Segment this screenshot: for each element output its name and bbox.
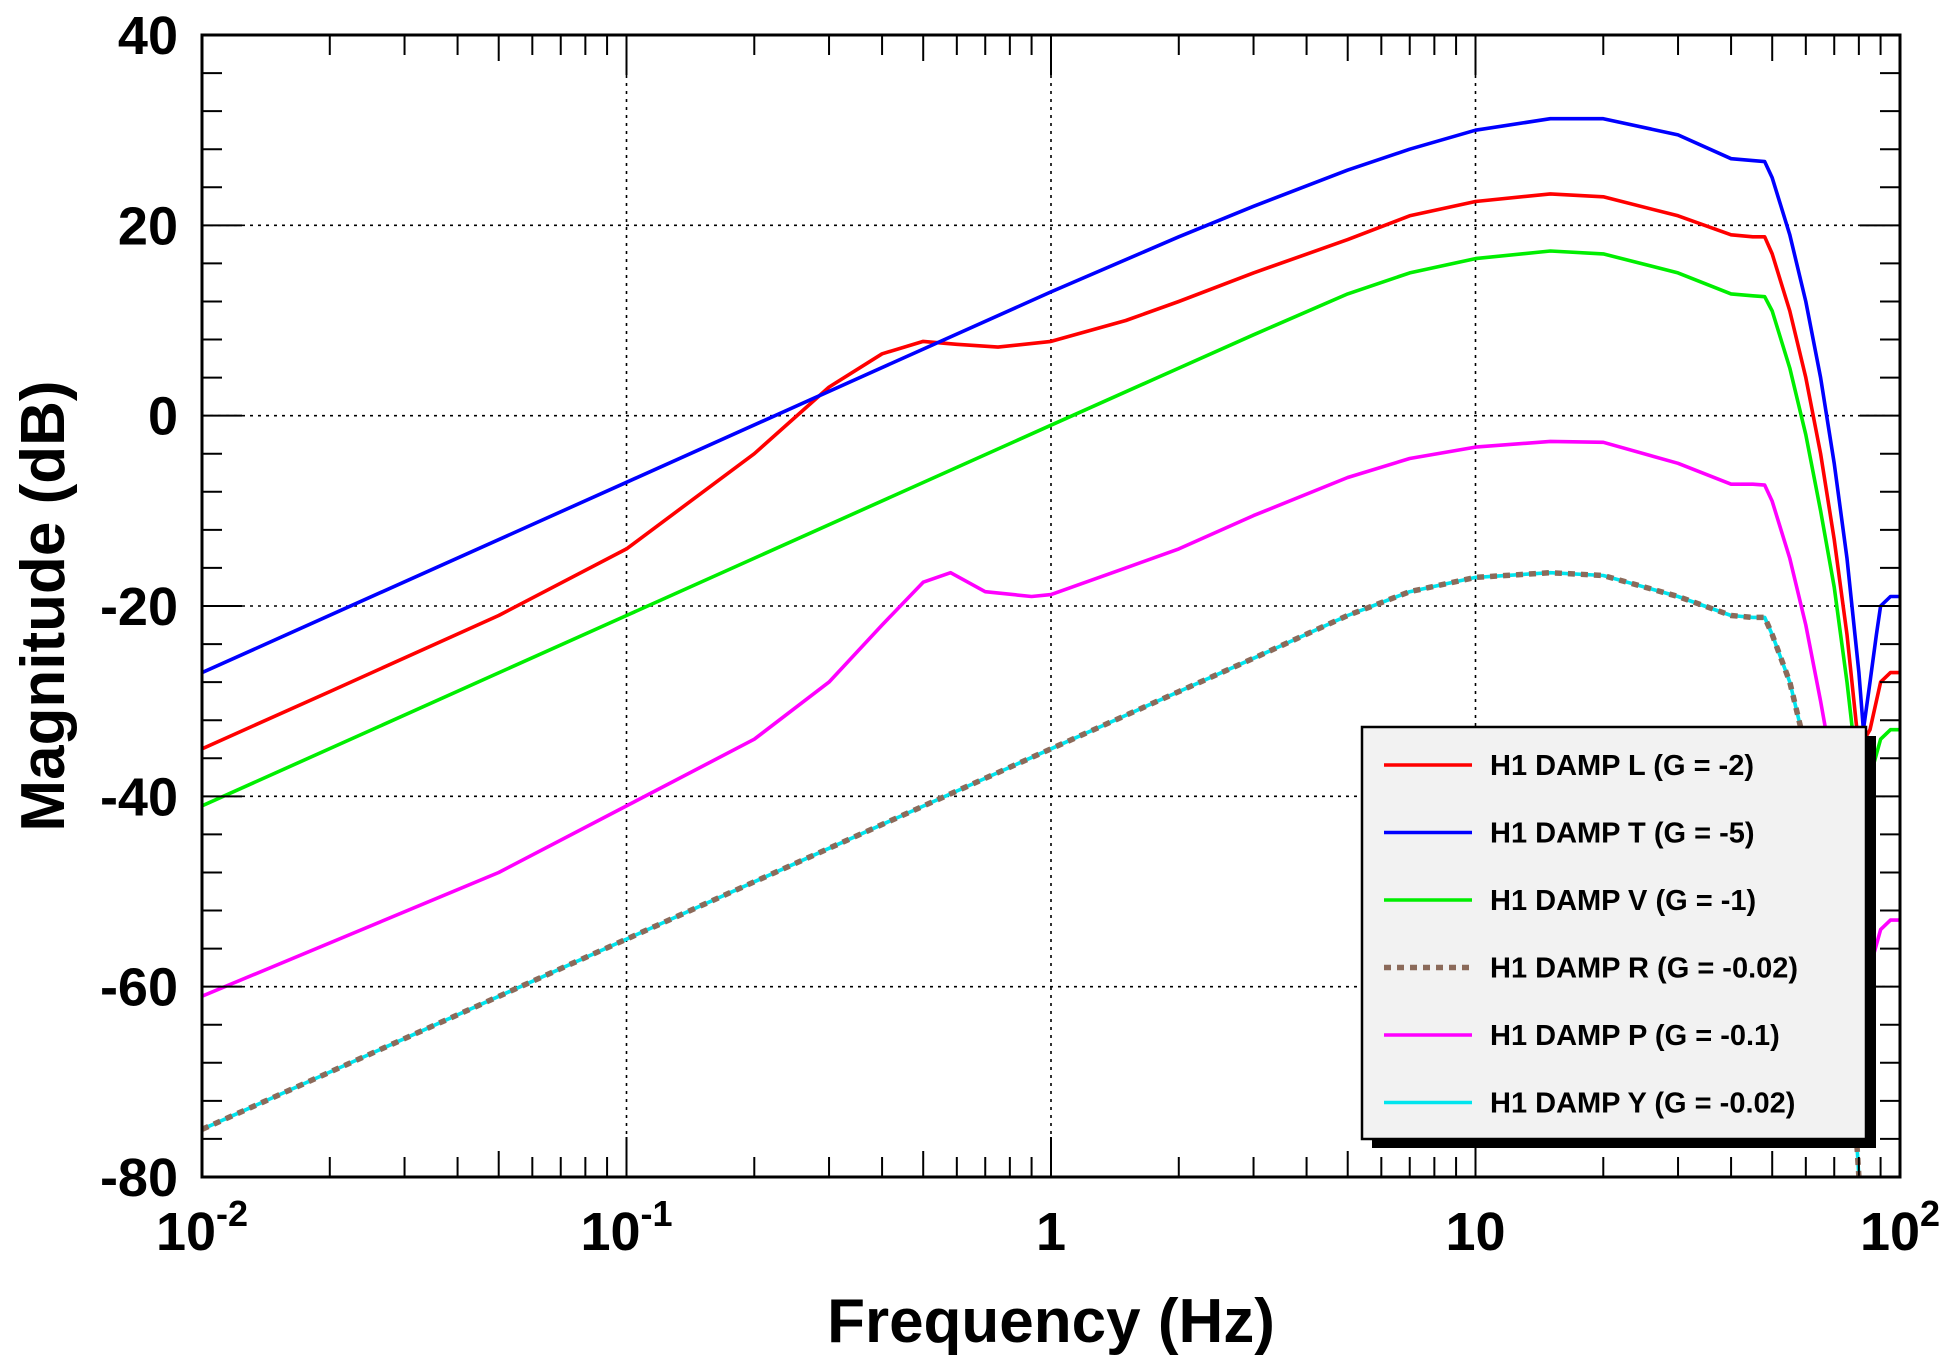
legend-label: H1 DAMP T (G = -5) — [1490, 818, 1755, 850]
series-line — [202, 192, 1900, 751]
x-tick-exponent: -1 — [641, 1193, 673, 1234]
x-tick-label: 1 — [1036, 1202, 1066, 1262]
axis-ticks — [201, 34, 1901, 1178]
legend-label: H1 DAMP Y (G = -0.02) — [1490, 1088, 1795, 1120]
x-tick-exponent: 2 — [1920, 1193, 1940, 1234]
y-tick-label: -60 — [100, 958, 178, 1018]
y-tick-label: 40 — [118, 6, 178, 66]
legend-items: H1 DAMP L (G = -2) H1 DAMP T (G = -5) H1 D… — [1384, 750, 1798, 1120]
x-tick-base: 10 — [1445, 1202, 1505, 1262]
x-tick-label: 10 — [1445, 1202, 1505, 1262]
x-tick-label: 10-2 — [156, 1193, 248, 1262]
x-tick-base: 1 — [1036, 1202, 1066, 1262]
x-tick-base: 10 — [580, 1202, 640, 1262]
y-tick-label: -80 — [100, 1148, 178, 1208]
legend: H1 DAMP L (G = -2) H1 DAMP T (G = -5) H1 D… — [1360, 725, 1876, 1148]
x-tick-base: 10 — [1860, 1202, 1920, 1262]
x-tick-exponent: -2 — [216, 1193, 248, 1234]
legend-label: H1 DAMP V (G = -1) — [1490, 885, 1756, 917]
legend-box — [1360, 725, 1868, 1141]
y-tick-label: -40 — [100, 767, 178, 827]
x-tick-base: 10 — [156, 1202, 216, 1262]
y-tick-label: 20 — [118, 196, 178, 256]
y-tick-label: 0 — [148, 387, 178, 447]
x-tick-label: 102 — [1860, 1193, 1940, 1262]
x-axis-title: Frequency (Hz) — [827, 1287, 1275, 1356]
legend-label: H1 DAMP P (G = -0.1) — [1490, 1020, 1780, 1052]
x-tick-label: 10-1 — [580, 1193, 672, 1262]
legend-label: H1 DAMP R (G = -0.02) — [1490, 953, 1798, 985]
y-tick-labels: 40 20 0 -20 -40 -60 -80 — [100, 6, 178, 1208]
y-tick-label: -20 — [100, 577, 178, 637]
legend-label: H1 DAMP L (G = -2) — [1490, 750, 1754, 782]
x-tick-labels: 10-2 10-1 1 10 102 — [156, 1193, 1940, 1262]
y-axis-title: Magnitude (dB) — [9, 380, 78, 831]
series-line — [202, 116, 1900, 732]
